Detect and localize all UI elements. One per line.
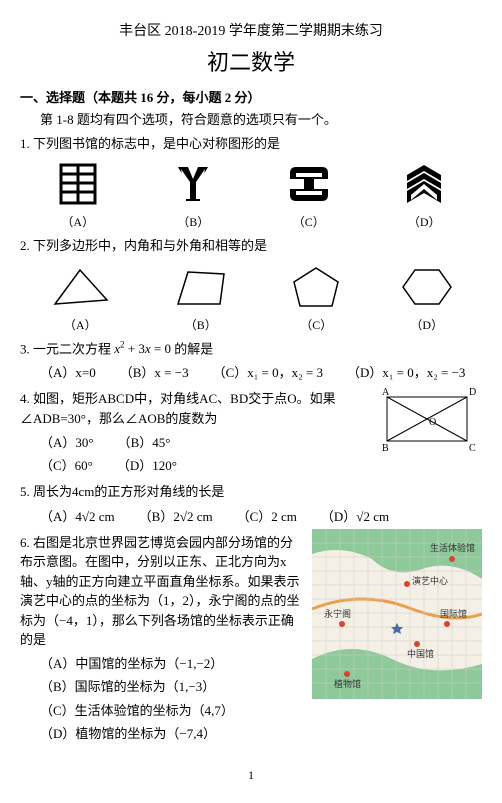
q1-logo-c: [284, 159, 334, 209]
q3-a: （A）x=0: [40, 362, 96, 381]
section1-title: 一、选择题（本题共 16 分，每小题 2 分）: [20, 87, 482, 106]
label-b: B: [382, 443, 389, 454]
q4-a: （A）30°: [40, 432, 94, 451]
map-yong: 永宁阁: [324, 608, 351, 619]
q2-quadrilateral: [166, 262, 236, 312]
q3-c: （C）x₁ = 0，x₂ = 3: [213, 362, 323, 381]
label-c: C: [469, 443, 476, 454]
q4-text: 4. 如图，矩形ABCD中，对角线AC、BD交于点O。如果∠ADB=30°，那么…: [20, 389, 364, 428]
q1-logo-d: [399, 159, 449, 209]
q2-opt-a: （A）: [64, 316, 97, 333]
q1-shapes: （A） （B） （C） （D）: [20, 159, 482, 230]
q2-shapes: （A） （B） （C） （D）: [20, 262, 482, 333]
q2-text: 2. 下列多边形中，内角和与外角和相等的是: [20, 236, 482, 256]
q2-pentagon: [286, 262, 346, 312]
q2-opt-d: （D）: [410, 316, 443, 333]
label-a: A: [382, 387, 390, 398]
map-life: 生活体验馆: [430, 542, 475, 553]
q4-opts-2: （C）60° （D）120°: [40, 455, 364, 474]
q4-d: （D）120°: [117, 455, 177, 474]
q2-opt-b: （B）: [185, 316, 217, 333]
q1-logo-b: [168, 159, 218, 209]
q4-c: （C）60°: [40, 455, 93, 474]
q3-pre: 3. 一元二次方程: [20, 341, 111, 356]
q6-a: （A）中国馆的坐标为（−1,−2）: [20, 654, 304, 674]
q1-logo-a: [53, 159, 103, 209]
q6-d: （D）植物馆的坐标为（−7,4）: [20, 724, 304, 744]
q5-b: （B）2√2 cm: [139, 506, 213, 525]
q2-opt-c: （C）: [300, 316, 332, 333]
q5-c: （C）2 cm: [237, 506, 297, 525]
map-china: 中国馆: [407, 648, 434, 659]
q1-opt-c: （C）: [293, 213, 325, 230]
q6-map: 生活体验馆 演艺中心 永宁阁 中国馆 国际馆 植物馆: [312, 529, 482, 699]
q2-triangle: [45, 262, 115, 312]
q5-opts: （A）4√2 cm （B）2√2 cm （C）2 cm （D）√2 cm: [40, 506, 482, 525]
q5-d: （D）√2 cm: [321, 506, 389, 525]
q3-formula: x2 + 3x = 0: [114, 341, 171, 356]
q2-hexagon: [397, 262, 457, 312]
map-perf: 演艺中心: [412, 575, 448, 586]
q3-post: 的解是: [174, 341, 213, 356]
map-plant: 植物馆: [334, 678, 361, 689]
q3-opts: （A）x=0 （B）x = −3 （C）x₁ = 0，x₂ = 3 （D）x₁ …: [40, 362, 482, 381]
page-number: 1: [20, 768, 482, 783]
q3-text: 3. 一元二次方程 x2 + 3x = 0 的解是: [20, 339, 482, 359]
q6-text: 6. 右图是北京世界园艺博览会园内部分场馆的分布示意图。在图中，分别以正东、正北…: [20, 533, 304, 650]
q5-text: 5. 周长为4cm的正方形对角线的长是: [20, 482, 482, 502]
q1-opt-a: （A）: [61, 213, 94, 230]
exam-title: 初二数学: [20, 45, 482, 77]
q1-text: 1. 下列图书馆的标志中，是中心对称图形的是: [20, 134, 482, 154]
q4-rectangle-figure: A D B C O: [372, 385, 482, 455]
q1-opt-d: （D）: [408, 213, 441, 230]
q6-b: （B）国际馆的坐标为（1,−3）: [20, 677, 304, 697]
section1-note: 第 1-8 题均有四个选项，符合题意的选项只有一个。: [20, 110, 482, 130]
map-intl: 国际馆: [440, 608, 467, 619]
q3-d: （D）x₁ = 0，x₂ = −3: [347, 362, 465, 381]
q1-opt-b: （B）: [177, 213, 209, 230]
exam-header: 丰台区 2018-2019 学年度第二学期期末练习: [20, 20, 482, 40]
q4-b: （B）45°: [118, 432, 171, 451]
label-d: D: [469, 387, 476, 398]
label-o: O: [429, 417, 436, 428]
q3-b: （B）x = −3: [120, 362, 189, 381]
q4-opts-1: （A）30° （B）45°: [40, 432, 364, 451]
q6-c: （C）生活体验馆的坐标为（4,7）: [20, 701, 304, 721]
q5-a: （A）4√2 cm: [40, 506, 115, 525]
